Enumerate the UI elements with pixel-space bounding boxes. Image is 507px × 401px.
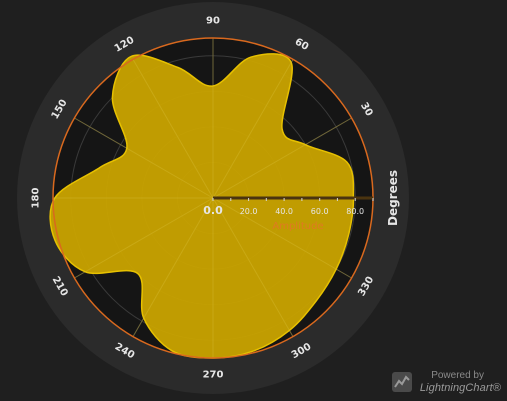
radial-tick-label: 20.0 bbox=[240, 207, 258, 216]
radial-axis-title: Amplitude bbox=[272, 221, 323, 232]
series-spoke-overlay bbox=[74, 197, 214, 279]
angle-tick-label: 270 bbox=[203, 370, 224, 381]
angle-axis-title: Degrees bbox=[386, 170, 400, 226]
radial-tick-label: 0.0 bbox=[203, 204, 223, 217]
polar-series bbox=[49, 37, 374, 359]
series-area bbox=[49, 53, 355, 359]
series-spoke-overlay bbox=[132, 59, 214, 199]
radial-tick-label: 80.0 bbox=[346, 207, 364, 216]
lightningchart-logo-icon bbox=[392, 372, 412, 392]
series-spoke-overlay bbox=[74, 117, 214, 199]
product-name: LightningChart® bbox=[419, 382, 501, 394]
series-spoke-overlay bbox=[132, 197, 214, 337]
radial-tick-label: 40.0 bbox=[275, 207, 293, 216]
angle-tick-label: 90 bbox=[206, 16, 220, 27]
angle-tick-label: 180 bbox=[31, 188, 42, 209]
branding: Powered by LightningChart® bbox=[391, 367, 501, 399]
series-spoke-overlay bbox=[212, 59, 294, 199]
series-spoke-overlay bbox=[212, 117, 352, 199]
radial-axis: 0.0 20.0 40.0 60.0 80.0 Amplitude bbox=[203, 196, 374, 232]
angle-axis-title-text: Degrees bbox=[386, 170, 400, 226]
powered-by-text: Powered by bbox=[431, 370, 484, 381]
series-spoke-overlay bbox=[212, 197, 294, 337]
series-spoke-overlay bbox=[212, 197, 352, 279]
radial-tick-label: 60.0 bbox=[311, 207, 329, 216]
